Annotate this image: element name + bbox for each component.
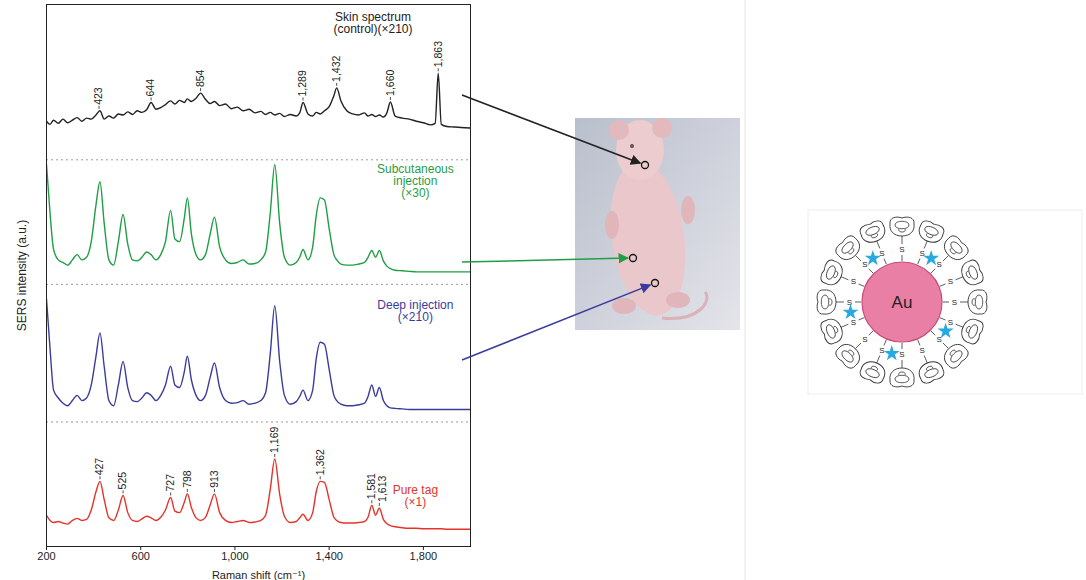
svg-text:1,800: 1,800 xyxy=(410,550,438,562)
svg-text:Pure tag(×1): Pure tag(×1) xyxy=(393,483,438,509)
svg-text:S: S xyxy=(948,277,953,286)
svg-text:S: S xyxy=(948,318,953,327)
svg-text:423: 423 xyxy=(92,87,104,105)
svg-text:1,613: 1,613 xyxy=(376,475,388,501)
svg-text:1,581: 1,581 xyxy=(365,473,378,500)
svg-text:S: S xyxy=(851,318,856,327)
svg-text:1,289: 1,289 xyxy=(296,70,308,96)
svg-text:S: S xyxy=(936,335,941,344)
svg-text:S: S xyxy=(899,350,904,359)
svg-text:1,863: 1,863 xyxy=(432,41,444,67)
svg-text:S: S xyxy=(862,335,867,344)
svg-text:525: 525 xyxy=(116,472,128,490)
svg-text:1,660: 1,660 xyxy=(384,70,396,96)
svg-text:S: S xyxy=(919,249,924,258)
svg-text:S: S xyxy=(847,298,852,307)
svg-text:1,432: 1,432 xyxy=(330,55,342,81)
svg-text:200: 200 xyxy=(37,550,55,562)
svg-text:427: 427 xyxy=(93,458,105,476)
svg-text:Skin spectrum(control)(×210): Skin spectrum(control)(×210) xyxy=(333,10,412,36)
svg-text:Au: Au xyxy=(892,293,913,312)
svg-text:1,400: 1,400 xyxy=(315,550,343,562)
svg-text:S: S xyxy=(851,277,856,286)
svg-text:S: S xyxy=(952,298,957,307)
svg-text:S: S xyxy=(862,260,867,269)
svg-text:600: 600 xyxy=(132,550,150,562)
svg-text:1,169: 1,169 xyxy=(268,427,280,453)
svg-text:798: 798 xyxy=(181,470,193,488)
svg-text:913: 913 xyxy=(208,470,220,488)
svg-text:644: 644 xyxy=(144,79,156,97)
svg-text:727: 727 xyxy=(164,474,176,492)
svg-text:S: S xyxy=(879,249,884,258)
svg-text:S: S xyxy=(879,346,884,355)
svg-text:S: S xyxy=(899,245,904,254)
svg-text:854: 854 xyxy=(194,69,206,87)
svg-text:SERS intensity (a.u.): SERS intensity (a.u.) xyxy=(15,220,29,331)
svg-text:Subcutaneousinjection(×30): Subcutaneousinjection(×30) xyxy=(377,162,454,200)
svg-text:1,362: 1,362 xyxy=(314,449,326,475)
svg-text:Raman shift (cm⁻¹): Raman shift (cm⁻¹) xyxy=(212,569,305,580)
svg-text:S: S xyxy=(936,260,941,269)
svg-text:S: S xyxy=(919,346,924,355)
svg-text:Deep injection(×210): Deep injection(×210) xyxy=(377,298,453,324)
svg-text:1,000: 1,000 xyxy=(221,550,249,562)
